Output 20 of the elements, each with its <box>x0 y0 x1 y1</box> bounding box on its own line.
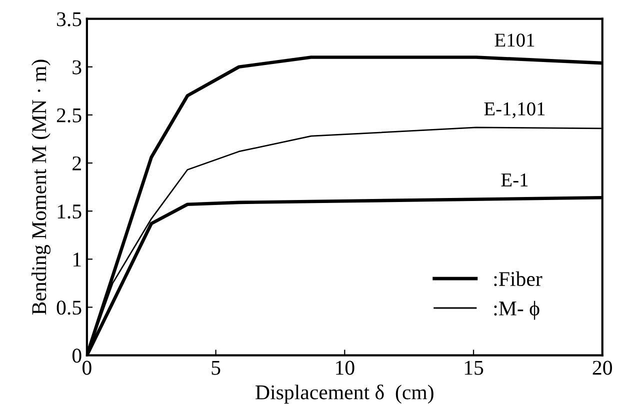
y-tick-label: 2 <box>72 156 81 170</box>
annotation: E-1,101 <box>484 102 545 118</box>
x-tick-label: 10 <box>336 360 354 375</box>
legend-label: :Fiber <box>494 271 542 286</box>
annotation: E101 <box>494 34 534 47</box>
x-tick-label: 15 <box>464 360 484 375</box>
y-tick-label: 3.5 <box>57 12 82 26</box>
y-tick-label: 2.5 <box>56 108 82 122</box>
y-tick-label: 0.5 <box>56 300 82 315</box>
y-tick-label: 3 <box>72 60 82 74</box>
y-tick-label: 1.5 <box>58 204 82 219</box>
legend-label: :M- ϕ <box>494 300 540 320</box>
x-axis-title: Displacement δ (cm) <box>256 384 434 404</box>
x-tick-label: 20 <box>592 360 612 375</box>
x-tick-label: 0 <box>82 360 92 375</box>
y-axis-title: Bending Moment M (MN · m) <box>32 60 50 315</box>
annotation: E-1 <box>501 173 528 186</box>
y-tick-label: 1 <box>73 252 81 266</box>
x-tick-label: 5 <box>212 360 220 375</box>
y-tick-label: 0 <box>72 348 82 363</box>
